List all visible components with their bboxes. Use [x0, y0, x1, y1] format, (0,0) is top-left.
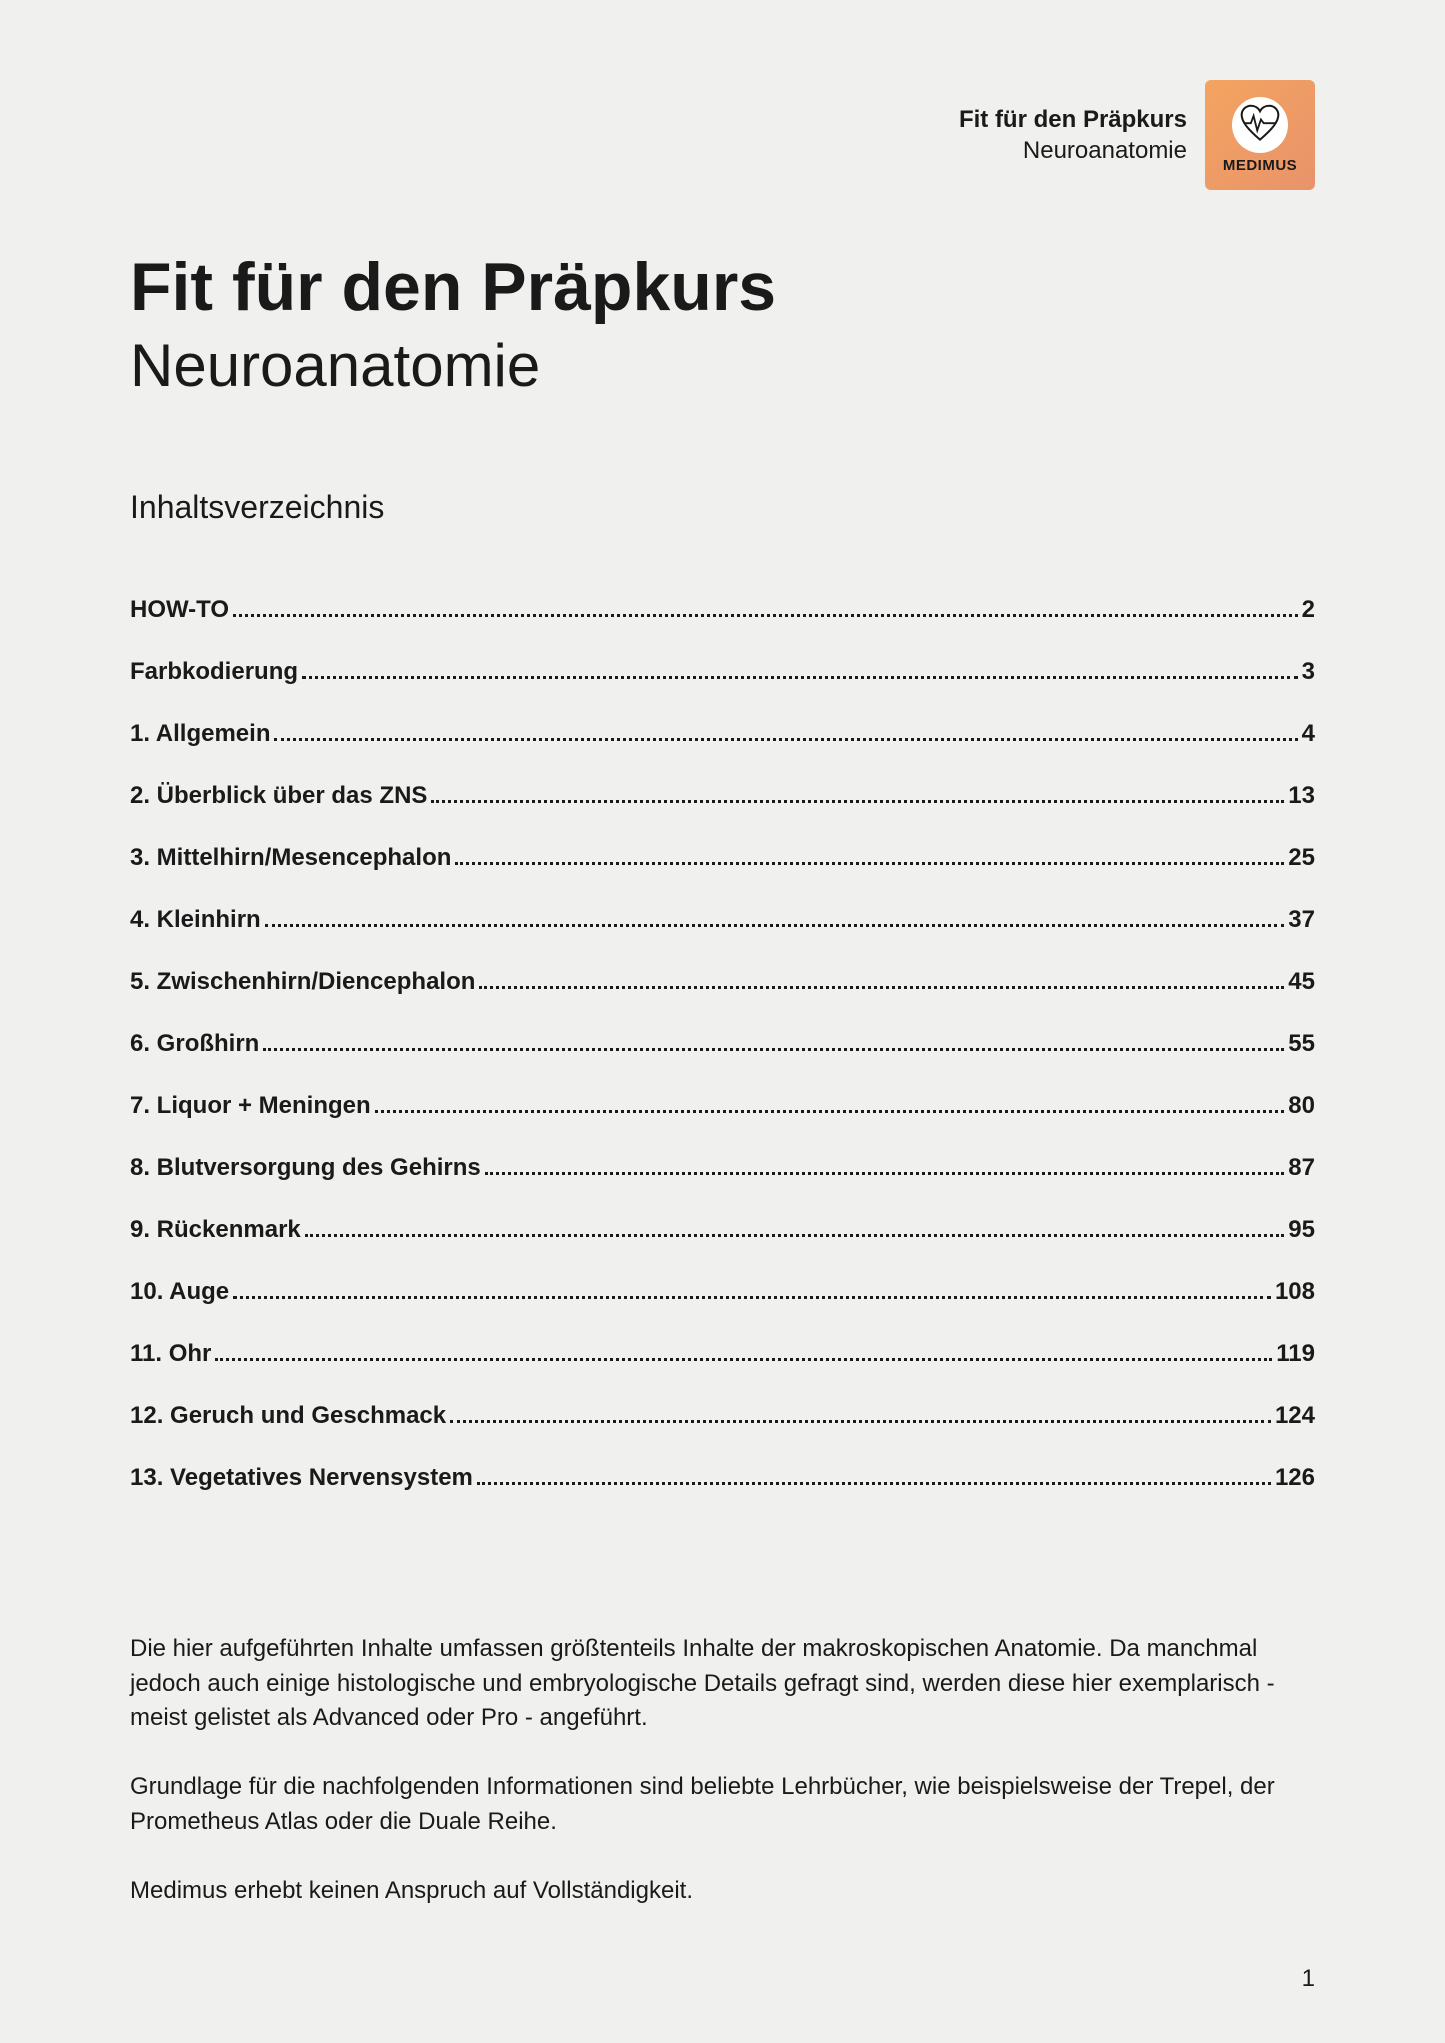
toc-label: Farbkodierung: [130, 658, 298, 686]
toc-leader: [479, 986, 1284, 989]
toc-page: 13: [1288, 782, 1315, 810]
page-header: Fit für den Präpkurs Neuroanatomie MEDIM…: [130, 80, 1315, 190]
toc-page: 37: [1288, 906, 1315, 934]
document-page: Fit für den Präpkurs Neuroanatomie MEDIM…: [0, 0, 1445, 2043]
toc-row: 3. Mittelhirn/Mesencephalon 25: [130, 844, 1315, 872]
toc-row: 10. Auge 108: [130, 1278, 1315, 1306]
toc-leader: [233, 1296, 1271, 1299]
toc-leader: [215, 1358, 1272, 1361]
toc-row: 4. Kleinhirn 37: [130, 906, 1315, 934]
toc-label: 13. Vegetatives Nervensystem: [130, 1464, 473, 1492]
header-title-bold: Fit für den Präpkurs: [959, 104, 1187, 135]
toc-page: 4: [1302, 720, 1315, 748]
toc-page: 124: [1275, 1402, 1315, 1430]
toc-row: 2. Überblick über das ZNS 13: [130, 782, 1315, 810]
toc-leader: [375, 1110, 1285, 1113]
toc-page: 2: [1302, 596, 1315, 624]
toc-leader: [477, 1482, 1271, 1485]
toc-label: 11. Ohr: [130, 1340, 211, 1368]
toc-row: 6. Großhirn 55: [130, 1030, 1315, 1058]
logo-label: MEDIMUS: [1223, 157, 1297, 174]
toc-page: 25: [1288, 844, 1315, 872]
toc-row: 9. Rückenmark 95: [130, 1216, 1315, 1244]
toc-page: 80: [1288, 1092, 1315, 1120]
toc-row: 1. Allgemein 4: [130, 720, 1315, 748]
title-block: Fit für den Präpkurs Neuroanatomie: [130, 250, 1315, 399]
toc-row: HOW-TO 2: [130, 596, 1315, 624]
toc-label: 2. Überblick über das ZNS: [130, 782, 427, 810]
toc-page: 119: [1276, 1340, 1315, 1368]
toc-leader: [265, 924, 1285, 927]
heart-icon: [1232, 97, 1288, 153]
body-paragraph: Die hier aufgeführten Inhalte umfassen g…: [130, 1632, 1315, 1736]
toc-leader: [431, 800, 1284, 803]
toc-label: 5. Zwischenhirn/Diencephalon: [130, 968, 475, 996]
toc-label: 12. Geruch und Geschmack: [130, 1402, 446, 1430]
toc-page: 55: [1288, 1030, 1315, 1058]
toc-label: 1. Allgemein: [130, 720, 270, 748]
toc-label: HOW-TO: [130, 596, 229, 624]
toc-leader: [455, 862, 1284, 865]
toc-row: Farbkodierung 3: [130, 658, 1315, 686]
header-text: Fit für den Präpkurs Neuroanatomie: [959, 104, 1187, 166]
toc-label: 4. Kleinhirn: [130, 906, 261, 934]
toc-page: 108: [1275, 1278, 1315, 1306]
toc-row: 5. Zwischenhirn/Diencephalon 45: [130, 968, 1315, 996]
toc-leader: [263, 1048, 1284, 1051]
toc-page: 87: [1288, 1154, 1315, 1182]
toc-label: 8. Blutversorgung des Gehirns: [130, 1154, 481, 1182]
toc-leader: [485, 1172, 1285, 1175]
page-number: 1: [1302, 1965, 1315, 1993]
toc-page: 95: [1288, 1216, 1315, 1244]
toc-leader: [302, 676, 1298, 679]
toc-row: 7. Liquor + Meningen 80: [130, 1092, 1315, 1120]
page-subtitle: Neuroanatomie: [130, 333, 1315, 399]
toc-row: 12. Geruch und Geschmack 124: [130, 1402, 1315, 1430]
toc-label: 9. Rückenmark: [130, 1216, 301, 1244]
toc-leader: [450, 1420, 1271, 1423]
toc-label: 10. Auge: [130, 1278, 229, 1306]
header-subtitle: Neuroanatomie: [959, 135, 1187, 166]
body-paragraph: Medimus erhebt keinen Anspruch auf Volls…: [130, 1874, 1315, 1909]
toc-label: 7. Liquor + Meningen: [130, 1092, 371, 1120]
table-of-contents: HOW-TO 2 Farbkodierung 3 1. Allgemein 4 2. Übe…: [130, 596, 1315, 1492]
toc-leader: [274, 738, 1297, 741]
medimus-logo: MEDIMUS: [1205, 80, 1315, 190]
page-title: Fit für den Präpkurs: [130, 250, 1315, 325]
toc-heading: Inhaltsverzeichnis: [130, 489, 1315, 526]
toc-leader: [233, 614, 1298, 617]
toc-page: 126: [1275, 1464, 1315, 1492]
toc-label: 6. Großhirn: [130, 1030, 259, 1058]
toc-row: 8. Blutversorgung des Gehirns 87: [130, 1154, 1315, 1182]
body-paragraph: Grundlage für die nachfolgenden Informat…: [130, 1770, 1315, 1840]
toc-page: 45: [1288, 968, 1315, 996]
toc-row: 11. Ohr 119: [130, 1340, 1315, 1368]
toc-label: 3. Mittelhirn/Mesencephalon: [130, 844, 451, 872]
toc-page: 3: [1302, 658, 1315, 686]
body-text: Die hier aufgeführten Inhalte umfassen g…: [130, 1632, 1315, 1909]
toc-row: 13. Vegetatives Nervensystem 126: [130, 1464, 1315, 1492]
toc-leader: [305, 1234, 1285, 1237]
